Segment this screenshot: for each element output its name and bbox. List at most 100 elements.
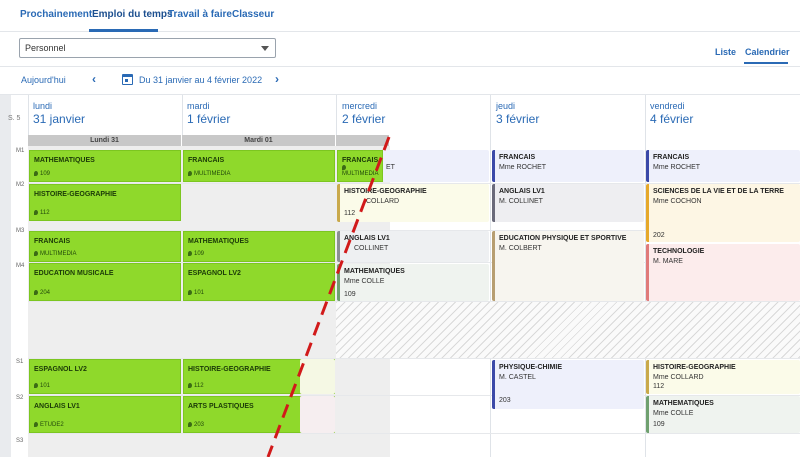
lesson-title: HISTOIRE-GEOGRAPHIE — [653, 364, 736, 371]
lesson-friday-1[interactable]: FRANCAIS Mme ROCHET — [646, 150, 800, 182]
tab-emploi-du-temps[interactable]: Emploi du temps — [92, 9, 173, 20]
tab-classeur[interactable]: Classeur — [232, 9, 275, 20]
date-range-label[interactable]: Du 31 janvier au 4 février 2022 — [139, 75, 263, 85]
day-date-wednesday: 2 février — [342, 112, 386, 126]
lesson-room: 109 — [188, 251, 204, 257]
lesson-friday-5[interactable]: MATHEMATIQUES Mme COLLE 109 — [646, 396, 800, 433]
lesson-teacher: COLLARD — [366, 198, 400, 205]
day-date-thursday: 3 février — [496, 112, 540, 126]
day-date-monday: 31 janvier — [33, 112, 86, 126]
lesson-tuesday-1[interactable]: FRANCAIS MULTIMEDIA — [183, 150, 335, 182]
lesson-teacher: COLLINET — [354, 245, 389, 252]
view-tab-liste[interactable]: Liste — [715, 47, 737, 57]
lesson-room-text: 101 — [194, 290, 205, 296]
slot-label-m1: M1 — [16, 148, 25, 154]
lesson-room: 203 — [499, 397, 511, 404]
chevron-down-icon — [261, 46, 269, 51]
slot-label-m4: M4 — [16, 263, 25, 269]
lesson-teacher: M. MARE — [653, 258, 683, 265]
day-name-monday: lundi — [33, 101, 53, 111]
location-pin-icon — [34, 383, 38, 388]
lesson-title: ESPAGNOL LV2 — [188, 270, 241, 277]
lesson-wednesday-3[interactable]: ANGLAIS LV1 COLLINET — [337, 231, 489, 262]
lesson-teacher: M. COLBERT — [499, 245, 542, 252]
lesson-teacher: Mme COLLARD — [653, 374, 704, 381]
lesson-wednesday-1-rest[interactable]: ET — [383, 150, 489, 182]
lesson-monday-5[interactable]: ESPAGNOL LV2 101 — [29, 359, 181, 394]
location-pin-icon — [188, 251, 192, 256]
filter-select[interactable]: Personnel — [19, 38, 276, 58]
lesson-title: ANGLAIS LV1 — [499, 188, 545, 195]
tab-prochainement[interactable]: Prochainement — [20, 9, 93, 20]
view-tab-underline — [744, 62, 788, 64]
chevron-right-icon[interactable]: › — [275, 72, 279, 86]
lesson-room: 112 — [344, 210, 356, 217]
lesson-monday-3[interactable]: FRANCAIS MULTIMEDIA — [29, 231, 181, 262]
lesson-wednesday-1[interactable]: FRANCAIS MULTIMEDIA — [337, 150, 383, 182]
lesson-title: HISTOIRE-GEOGRAPHIE — [34, 191, 117, 198]
location-pin-icon — [342, 165, 346, 170]
lesson-title: PHYSIQUE-CHIMIE — [499, 364, 563, 371]
slot-label-m2: M2 — [16, 182, 25, 188]
active-tab-underline — [89, 29, 158, 32]
location-pin-icon — [34, 290, 38, 295]
location-pin-icon — [188, 290, 192, 295]
lesson-wednesday-2[interactable]: HISTOIRE-GEOGRAPHIE COLLARD 112 — [337, 184, 489, 222]
lesson-room-text: 112 — [194, 383, 204, 389]
lesson-friday-4[interactable]: HISTOIRE-GEOGRAPHIE Mme COLLARD 112 — [646, 360, 800, 394]
day-header-wednesday — [336, 135, 390, 146]
chevron-left-icon[interactable]: ‹ — [92, 72, 96, 86]
lesson-monday-6[interactable]: ANGLAIS LV1 ETUDE2 — [29, 396, 181, 433]
lesson-room: ETUDE2 — [34, 422, 64, 428]
lesson-tuesday-3[interactable]: ESPAGNOL LV2 101 — [183, 263, 335, 301]
lesson-monday-2[interactable]: HISTOIRE-GEOGRAPHIE 112 — [29, 184, 181, 221]
view-tab-calendrier[interactable]: Calendrier — [745, 47, 790, 57]
lesson-friday-2[interactable]: SCIENCES DE LA VIE ET DE LA TERRE Mme CO… — [646, 184, 800, 242]
lesson-room: 109 — [653, 421, 665, 428]
lesson-room: 101 — [34, 383, 50, 389]
afternoon-cell-tuesday — [300, 396, 335, 433]
day-name-thursday: jeudi — [496, 101, 516, 111]
day-date-tuesday: 1 février — [187, 112, 231, 126]
lesson-teacher: Mme COLLE — [344, 278, 385, 285]
lesson-friday-3[interactable]: TECHNOLOGIE M. MARE — [646, 244, 800, 301]
lesson-thursday-4[interactable]: PHYSIQUE-CHIMIE M. CASTEL 203 — [492, 360, 644, 409]
day-name-wednesday: mercredi — [342, 101, 378, 111]
lesson-title: SCIENCES DE LA VIE ET DE LA TERRE — [653, 188, 784, 195]
location-pin-icon — [34, 210, 38, 215]
lesson-room-text: 204 — [40, 290, 51, 296]
location-pin-icon — [188, 383, 192, 388]
lesson-title: FRANCAIS — [653, 154, 690, 161]
lesson-title: EDUCATION MUSICALE — [34, 270, 114, 277]
lesson-room-text: 109 — [194, 251, 205, 257]
lesson-title: MATHEMATIQUES — [188, 238, 249, 245]
slot-line — [28, 230, 800, 231]
lesson-teacher: M. CASTEL — [499, 374, 536, 381]
lesson-room-text: 112 — [40, 210, 50, 216]
lesson-room: 101 — [188, 290, 204, 296]
lesson-title: HISTOIRE-GEOGRAPHIE — [188, 366, 271, 373]
slot-label-m3: M3 — [16, 228, 25, 234]
lesson-monday-1[interactable]: MATHEMATIQUES 109 — [29, 150, 181, 182]
lesson-title: FRANCAIS — [342, 157, 379, 164]
lesson-teacher: ET — [386, 164, 395, 171]
tab-travail-a-faire[interactable]: Travail à faire — [168, 9, 232, 20]
lesson-thursday-3[interactable]: EDUCATION PHYSIQUE ET SPORTIVE M. COLBER… — [492, 231, 644, 301]
lesson-room: 109 — [344, 291, 356, 298]
lesson-title: FRANCAIS — [499, 154, 536, 161]
lesson-teacher: Mme COLLE — [653, 410, 694, 417]
lesson-title: HISTOIRE-GEOGRAPHIE — [344, 188, 427, 195]
lesson-wednesday-4[interactable]: MATHEMATIQUES Mme COLLE 109 — [337, 264, 489, 301]
lesson-tuesday-2[interactable]: MATHEMATIQUES 109 — [183, 231, 335, 262]
lesson-room: MULTIMEDIA — [34, 251, 77, 257]
lesson-monday-4[interactable]: EDUCATION MUSICALE 204 — [29, 263, 181, 301]
lesson-room-text: MULTIMEDIA — [40, 251, 77, 257]
today-button[interactable]: Aujourd'hui — [21, 75, 66, 85]
location-pin-icon — [188, 422, 192, 427]
lesson-thursday-2[interactable]: ANGLAIS LV1 M. COLLINET — [492, 184, 644, 222]
slot-line — [28, 395, 800, 396]
lesson-thursday-1[interactable]: FRANCAIS Mme ROCHET — [492, 150, 644, 182]
slot-line — [28, 183, 800, 184]
lesson-room: 112 — [34, 210, 50, 216]
calendar-icon[interactable] — [122, 74, 133, 85]
